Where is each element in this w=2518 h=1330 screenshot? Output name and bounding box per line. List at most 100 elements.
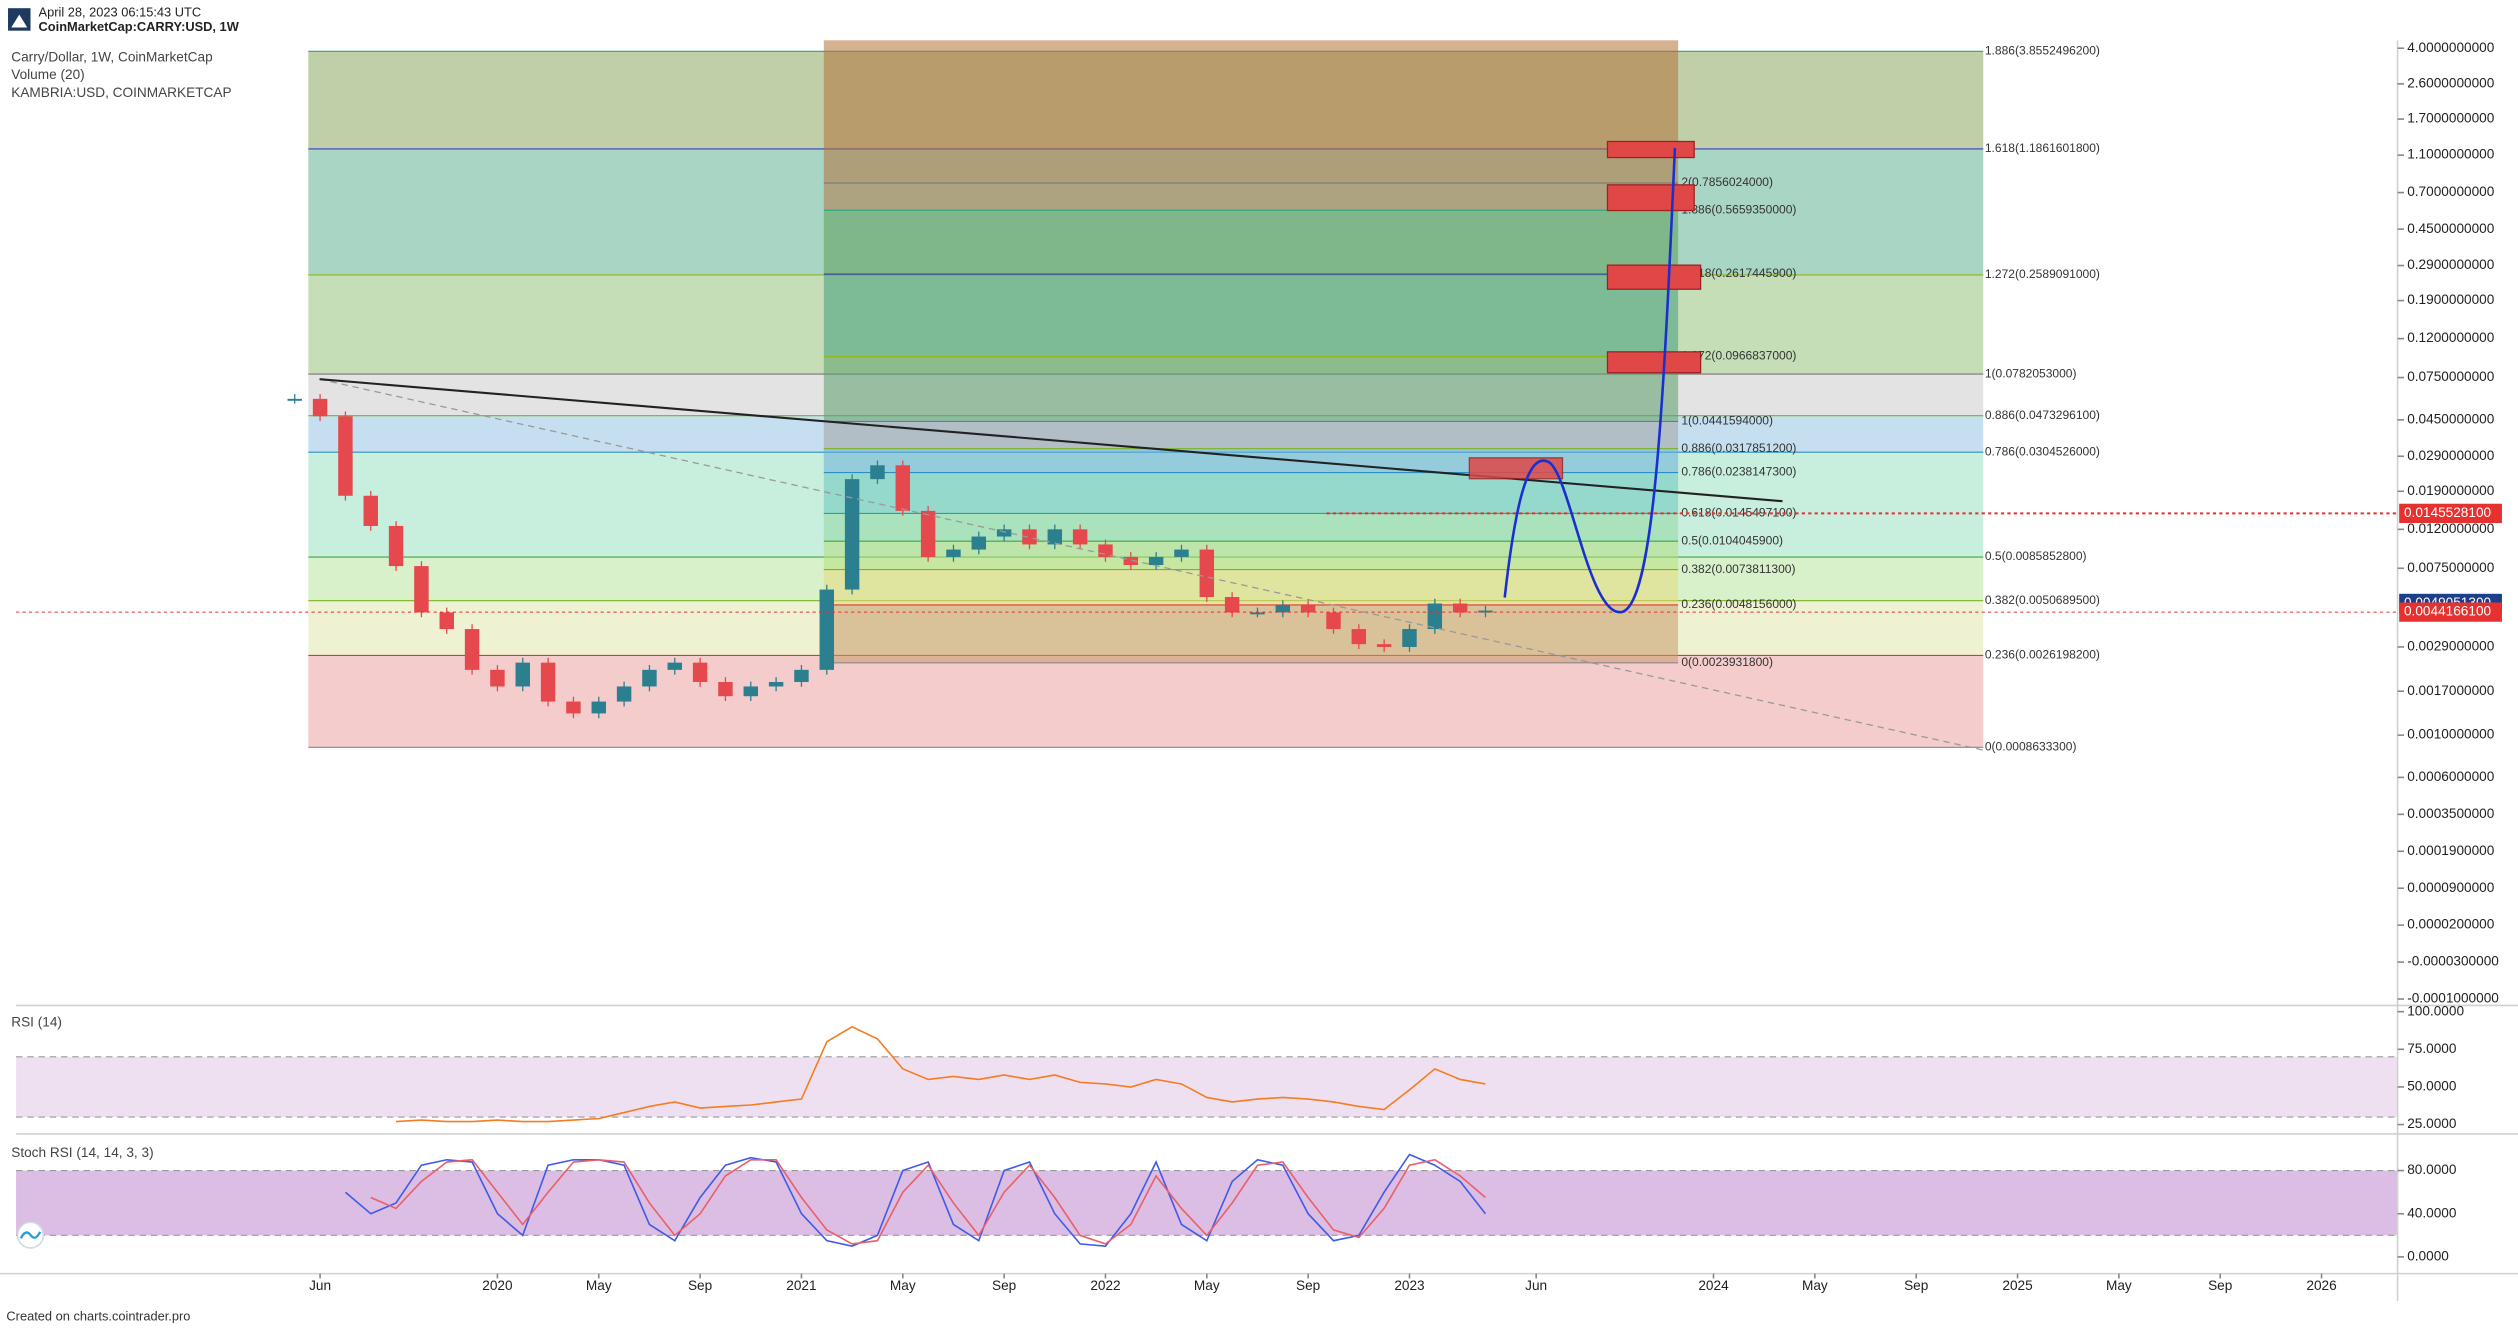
watermark-wave (19, 1231, 42, 1239)
fib-label: 1.886(0.5659350000) (1681, 202, 1796, 216)
candle (439, 612, 454, 630)
y-tick-label: 0.0000 (2407, 1249, 2449, 1264)
target-box (1606, 140, 1695, 159)
y-tick-label: 2.6000000000 (2407, 75, 2495, 90)
fib-label: 0(0.0023931800) (1681, 655, 1773, 669)
target-box (1468, 457, 1564, 480)
y-tick-label: 0.4500000000 (2407, 221, 2495, 236)
volume-tick-label: -0.0001000000 (2407, 991, 2499, 1006)
candle (768, 681, 784, 687)
price-tag-label: 0.0044166100 (2404, 604, 2492, 619)
fib-zone (823, 448, 1679, 473)
fib-label: 0.382(0.0050689500) (1985, 593, 2100, 607)
y-tick-label: 0.0075000000 (2407, 560, 2495, 575)
x-tick-label: 2026 (2306, 1278, 2336, 1293)
y-tick-label: 75.0000 (2407, 1041, 2457, 1056)
candle (1022, 529, 1037, 545)
y-tick-label: 4.0000000000 (2407, 40, 2495, 55)
y-tick-label: 0.1200000000 (2407, 330, 2495, 345)
fib-zone (823, 604, 1679, 663)
fib-label: 0.5(0.0085852800) (1985, 549, 2087, 563)
candle (1402, 629, 1417, 647)
candle (1123, 556, 1139, 566)
fib-label: 0.236(0.0048156000) (1681, 597, 1796, 611)
y-tick-label: 1.1000000000 (2407, 147, 2495, 162)
candle (464, 629, 480, 670)
plot (16, 394, 2398, 1248)
x-tick-label: Sep (1296, 1278, 1320, 1293)
price-tag-label: 0.0145528100 (2404, 505, 2492, 520)
x-tick-label: 2024 (1698, 1278, 1729, 1293)
fib-label: 0(0.0008633300) (1985, 740, 2077, 754)
x-tick-label: Sep (688, 1278, 712, 1293)
candle (996, 529, 1012, 537)
y-tick-label: 25.0000 (2407, 1116, 2457, 1131)
volume-tick-label: 0.0000200000 (2407, 917, 2495, 932)
y-tick-label: 0.0010000000 (2407, 727, 2495, 742)
candle (287, 398, 302, 401)
x-tick-label: May (1194, 1278, 1220, 1293)
volume-tick-label: 0.0000900000 (2407, 880, 2495, 895)
candle (819, 589, 835, 670)
x-tick-label: May (890, 1278, 916, 1293)
candle (490, 669, 505, 687)
trendline (319, 378, 1783, 503)
fib-zone (308, 655, 1984, 748)
band-fill (16, 1170, 2398, 1236)
x-tick-label: 2021 (786, 1278, 816, 1293)
candle (946, 549, 961, 557)
candle (388, 525, 404, 567)
fib-label: 2(0.7856024000) (1681, 175, 1773, 189)
y-tick-label: 0.0190000000 (2407, 483, 2495, 498)
fib-zone (823, 569, 1679, 605)
fib-label: 1.618(1.1861601800) (1985, 141, 2100, 155)
y-tick-label: 80.0000 (2407, 1162, 2457, 1177)
candle (591, 701, 606, 714)
overlay-legend: KAMBRIA:USD, COINMARKETCAP (11, 85, 231, 100)
x-tick-label: Sep (2208, 1278, 2232, 1293)
symbol: CoinMarketCap:CARRY:USD, 1W (39, 19, 240, 34)
candle (1148, 556, 1164, 566)
rsi-title: RSI (14) (11, 1015, 62, 1030)
candle (920, 510, 936, 557)
candle (971, 536, 987, 550)
x-tick-label: Sep (1904, 1278, 1928, 1293)
x-tick-label: 2022 (1090, 1278, 1120, 1293)
fib-label: 1.272(0.0966837000) (1681, 349, 1796, 363)
fib-label: 1(0.0782053000) (1985, 366, 2077, 380)
price-tag (2399, 503, 2502, 523)
target-box (1606, 351, 1702, 374)
fib-label: 0.236(0.0026198200) (1985, 648, 2100, 662)
fib-label: 0.886(0.0473296100) (1985, 408, 2100, 422)
candle (1047, 529, 1063, 545)
candle (414, 566, 429, 613)
x-tick-label: Jun (309, 1278, 331, 1293)
candle (1300, 605, 1316, 613)
x-tick-label: May (586, 1278, 612, 1293)
candle (895, 465, 911, 511)
price-tag (2399, 602, 2502, 622)
candle (1250, 612, 1265, 615)
fib-zone (823, 274, 1679, 357)
stoch-title: Stoch RSI (14, 14, 3, 3) (11, 1145, 153, 1160)
y-tick-label: 50.0000 (2407, 1079, 2457, 1094)
volume-tick-label: 0.0001900000 (2407, 843, 2495, 858)
fib-zone (823, 40, 1679, 184)
indicator-line (370, 1158, 1486, 1245)
volume-tick-label: -0.0000300000 (2407, 954, 2499, 969)
candle (1452, 603, 1468, 613)
candle (642, 669, 657, 687)
y-tick-label: 100.0000 (2407, 1003, 2464, 1018)
candle (338, 416, 353, 496)
candle (515, 662, 530, 687)
fib-zone (823, 472, 1679, 514)
y-tick-label: 0.0450000000 (2407, 411, 2495, 426)
candle (1351, 629, 1367, 645)
candle (743, 686, 759, 697)
fib-label: 1.886(3.8552496200) (1985, 43, 2100, 57)
logo-mark (11, 14, 28, 28)
chart-title: Carry/Dollar, 1W, CoinMarketCap (11, 50, 212, 65)
candle (1427, 603, 1443, 630)
candle (718, 681, 733, 697)
volume-tick-label: 0.0006000000 (2407, 769, 2495, 784)
